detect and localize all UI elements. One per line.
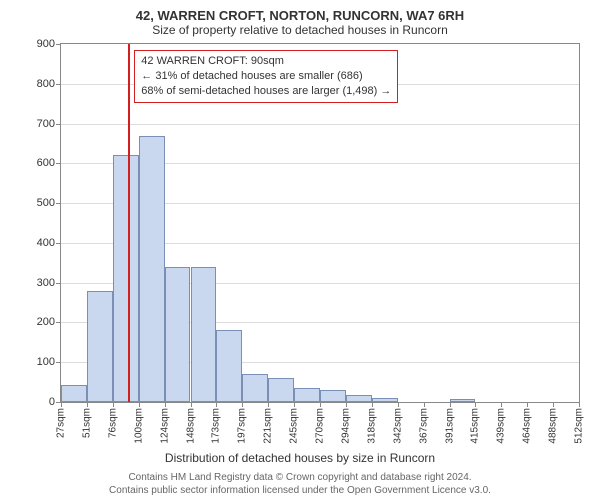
histogram-bar — [372, 398, 398, 402]
histogram-bar — [87, 291, 113, 402]
y-tick-label: 700 — [37, 118, 61, 130]
plot-area: 010020030040050060070080090027sqm51sqm76… — [60, 43, 580, 403]
annotation-line: 68% of semi-detached houses are larger (… — [141, 84, 391, 99]
x-tick-label: 27sqm — [56, 408, 67, 438]
footer-attribution: Contains HM Land Registry data © Crown c… — [0, 471, 600, 497]
x-tick-label: 512sqm — [574, 408, 585, 444]
x-tick-mark — [113, 402, 114, 407]
x-tick-label: 173sqm — [211, 408, 222, 444]
x-tick-label: 270sqm — [315, 408, 326, 444]
x-tick-mark — [398, 402, 399, 407]
histogram-bar — [191, 267, 217, 402]
x-tick-label: 294sqm — [340, 408, 351, 444]
reference-line — [128, 44, 130, 402]
y-tick-label: 300 — [37, 277, 61, 289]
x-tick-mark — [87, 402, 88, 407]
x-tick-label: 148sqm — [185, 408, 196, 444]
x-tick-mark — [450, 402, 451, 407]
x-tick-mark — [527, 402, 528, 407]
x-tick-label: 342sqm — [392, 408, 403, 444]
y-tick-label: 100 — [37, 356, 61, 368]
y-tick-label: 200 — [37, 316, 61, 328]
x-tick-mark — [579, 402, 580, 407]
y-tick-label: 600 — [37, 157, 61, 169]
x-tick-mark — [346, 402, 347, 407]
histogram-bar — [294, 388, 320, 402]
x-tick-mark — [372, 402, 373, 407]
y-tick-label: 0 — [49, 396, 61, 408]
gridline — [61, 124, 579, 125]
histogram-bar — [242, 374, 268, 402]
x-tick-mark — [139, 402, 140, 407]
histogram-bar — [113, 155, 139, 402]
y-tick-label: 500 — [37, 197, 61, 209]
x-tick-mark — [553, 402, 554, 407]
x-tick-mark — [268, 402, 269, 407]
histogram-bar — [165, 267, 191, 402]
footer-line: Contains public sector information licen… — [0, 484, 600, 497]
x-tick-mark — [294, 402, 295, 407]
chart-title-sub: Size of property relative to detached ho… — [0, 23, 600, 43]
x-tick-mark — [165, 402, 166, 407]
x-tick-label: 51sqm — [81, 408, 92, 438]
x-tick-mark — [61, 402, 62, 407]
histogram-bar — [61, 385, 87, 402]
x-tick-mark — [501, 402, 502, 407]
chart-container: Number of detached properties 0100200300… — [60, 43, 580, 403]
x-tick-mark — [242, 402, 243, 407]
x-tick-label: 464sqm — [522, 408, 533, 444]
x-tick-label: 76sqm — [107, 408, 118, 438]
x-tick-label: 124sqm — [159, 408, 170, 444]
x-tick-label: 488sqm — [548, 408, 559, 444]
x-tick-label: 367sqm — [418, 408, 429, 444]
y-tick-label: 800 — [37, 78, 61, 90]
x-axis-label: Distribution of detached houses by size … — [0, 451, 600, 465]
histogram-bar — [216, 330, 242, 402]
x-tick-label: 415sqm — [470, 408, 481, 444]
y-tick-label: 900 — [37, 38, 61, 50]
annotation-line: ← 31% of detached houses are smaller (68… — [141, 69, 391, 84]
footer-line: Contains HM Land Registry data © Crown c… — [0, 471, 600, 484]
annotation-line: 42 WARREN CROFT: 90sqm — [141, 54, 391, 69]
x-tick-label: 197sqm — [237, 408, 248, 444]
y-tick-label: 400 — [37, 237, 61, 249]
histogram-bar — [320, 390, 346, 402]
histogram-bar — [268, 378, 294, 402]
x-tick-label: 391sqm — [444, 408, 455, 444]
x-tick-mark — [191, 402, 192, 407]
x-tick-mark — [475, 402, 476, 407]
chart-title-main: 42, WARREN CROFT, NORTON, RUNCORN, WA7 6… — [0, 0, 600, 23]
x-tick-label: 439sqm — [496, 408, 507, 444]
histogram-bar — [139, 136, 165, 403]
histogram-bar — [450, 399, 476, 402]
annotation-box: 42 WARREN CROFT: 90sqm← 31% of detached … — [134, 50, 398, 103]
x-tick-mark — [216, 402, 217, 407]
x-tick-label: 245sqm — [289, 408, 300, 444]
x-tick-label: 318sqm — [366, 408, 377, 444]
x-tick-mark — [320, 402, 321, 407]
x-tick-mark — [424, 402, 425, 407]
x-tick-label: 221sqm — [263, 408, 274, 444]
x-tick-label: 100sqm — [133, 408, 144, 444]
histogram-bar — [346, 395, 372, 402]
